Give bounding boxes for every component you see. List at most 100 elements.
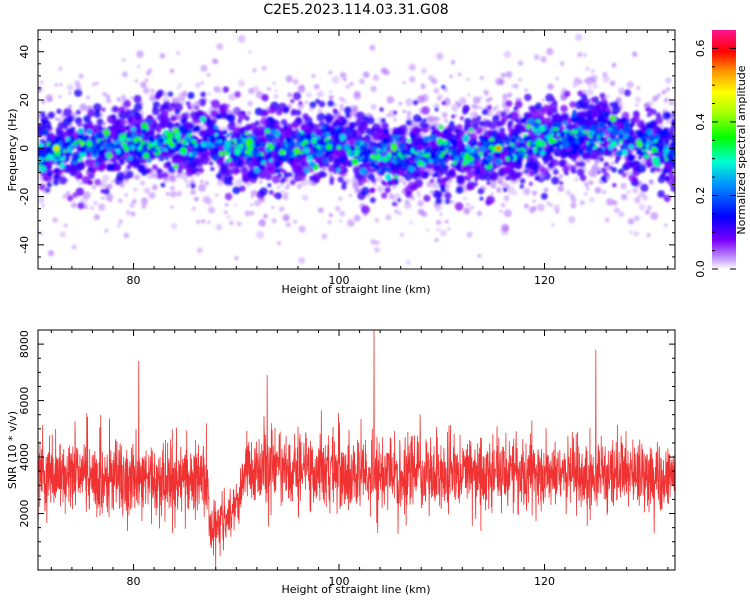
heatmap-cell xyxy=(47,250,55,257)
heatmap-cell xyxy=(360,186,370,196)
heatmap-cell xyxy=(271,205,275,210)
heatmap-cell xyxy=(104,228,109,233)
heatmap-cell xyxy=(516,171,523,178)
heatmap-cell xyxy=(489,171,499,180)
heatmap-cell xyxy=(434,237,439,242)
heatmap-cell xyxy=(627,218,635,225)
heatmap-cell xyxy=(440,160,446,165)
heatmap-cell xyxy=(645,143,650,148)
heatmap-cell xyxy=(345,84,350,89)
heatmap-cell xyxy=(571,111,577,118)
heatmap-cell xyxy=(245,123,253,131)
heatmap-cell xyxy=(417,200,424,207)
heatmap-cell xyxy=(243,153,249,159)
heatmap-cell xyxy=(636,85,641,91)
heatmap-outlier xyxy=(118,219,123,224)
heatmap-cell xyxy=(162,103,169,111)
heatmap-outlier xyxy=(559,61,565,67)
heatmap-cell xyxy=(552,168,559,175)
heatmap-cell xyxy=(602,149,610,157)
heatmap-cell xyxy=(227,157,232,163)
heatmap-cell xyxy=(551,176,560,185)
heatmap-cell xyxy=(300,160,309,169)
heatmap-cell xyxy=(170,205,174,209)
heatmap-cell xyxy=(170,115,177,122)
heatmap-cell xyxy=(164,148,168,152)
heatmap-cell xyxy=(57,121,65,129)
heatmap-cell xyxy=(646,128,653,136)
heatmap-cell xyxy=(76,179,80,183)
heatmap-cell xyxy=(318,161,324,167)
heatmap-outlier xyxy=(435,219,442,226)
heatmap-cell xyxy=(300,134,306,140)
heatmap-cell xyxy=(333,134,338,139)
heatmap-cell xyxy=(507,92,513,98)
heatmap-cell xyxy=(638,203,646,211)
heatmap-cell xyxy=(395,127,404,136)
heatmap-cell xyxy=(132,137,139,144)
heatmap-cell xyxy=(553,139,558,144)
heatmap-cell xyxy=(486,180,491,186)
heatmap-cell xyxy=(359,140,364,146)
heatmap-cell xyxy=(441,111,448,119)
heatmap-cell xyxy=(598,122,605,129)
heatmap-cell xyxy=(65,131,71,137)
heatmap-cell xyxy=(174,131,182,139)
heatmap-cell xyxy=(364,158,369,164)
heatmap-cell xyxy=(79,151,86,158)
heatmap-cell xyxy=(69,163,78,171)
heatmap-cell xyxy=(176,51,181,55)
heatmap-outlier xyxy=(247,100,253,107)
heatmap-cell xyxy=(315,98,321,104)
heatmap-cell xyxy=(592,83,599,89)
heatmap-cell xyxy=(280,183,284,187)
heatmap-cell xyxy=(594,186,602,194)
heatmap-cell xyxy=(417,160,423,167)
heatmap-cell xyxy=(339,103,344,109)
heatmap-cell xyxy=(605,94,610,99)
heatmap-cell xyxy=(40,158,44,162)
heatmap-outlier xyxy=(162,176,169,183)
heatmap-cell xyxy=(374,240,380,246)
heatmap-cell xyxy=(136,50,144,58)
heatmap-cell xyxy=(399,232,405,237)
heatmap-cell xyxy=(663,194,671,202)
heatmap-cell xyxy=(518,142,523,147)
heatmap-cell xyxy=(229,220,234,226)
heatmap-cell xyxy=(77,133,84,140)
heatmap-cell xyxy=(503,50,512,59)
heatmap-cell xyxy=(292,134,297,139)
heatmap-cell xyxy=(487,105,492,110)
heatmap-cell xyxy=(351,177,357,183)
heatmap-cell xyxy=(506,137,512,142)
heatmap-cell xyxy=(488,121,498,130)
heatmap-cell xyxy=(75,187,85,197)
heatmap-cell xyxy=(424,148,430,155)
heatmap-cell xyxy=(500,72,506,78)
heatmap-cell xyxy=(418,165,426,172)
heatmap-cell xyxy=(504,182,508,186)
heatmap-cell xyxy=(41,203,45,208)
heatmap-cell xyxy=(449,120,455,127)
heatmap-cell xyxy=(490,191,494,196)
heatmap-cell xyxy=(444,198,451,205)
heatmap-cell xyxy=(253,167,260,174)
heatmap-cell xyxy=(119,136,125,143)
heatmap-cell xyxy=(185,183,191,188)
heatmap-outlier xyxy=(181,90,188,97)
heatmap-cell xyxy=(400,178,404,183)
heatmap-cell xyxy=(214,133,219,137)
heatmap-cell xyxy=(467,171,475,179)
heatmap-cell xyxy=(110,130,116,136)
heatmap-cell xyxy=(298,256,306,265)
heatmap-cell xyxy=(411,127,418,135)
heatmap-cell xyxy=(496,138,504,146)
heatmap-cell xyxy=(127,155,133,161)
heatmap-cell xyxy=(403,156,407,160)
heatmap-cell xyxy=(520,117,527,124)
heatmap-cell xyxy=(646,232,651,238)
heatmap-cell xyxy=(100,188,106,194)
heatmap-outlier xyxy=(359,78,365,85)
heatmap-cell xyxy=(198,167,205,174)
heatmap-cell xyxy=(185,169,194,177)
